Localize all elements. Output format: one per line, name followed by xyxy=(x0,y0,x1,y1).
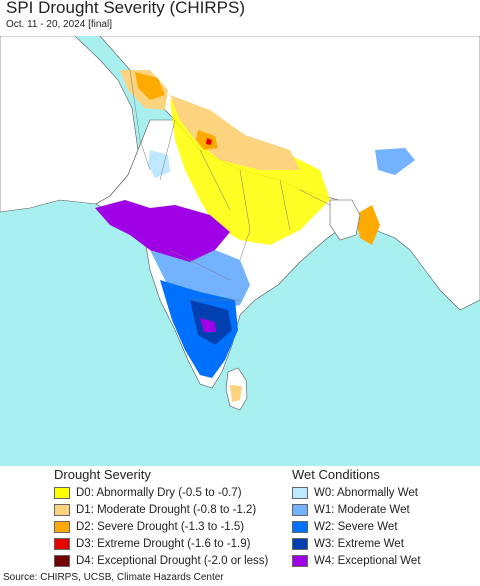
wet-w0-north xyxy=(148,150,170,178)
swatch-w0 xyxy=(292,487,308,499)
legend-label-w2: W2: Severe Wet xyxy=(314,521,398,533)
legend-label-w3: W3: Extreme Wet xyxy=(314,538,404,550)
wet-w1-central xyxy=(150,250,250,310)
swatch-d1 xyxy=(54,504,70,516)
legend-item-w4: W4: Exceptional Wet xyxy=(292,553,421,570)
swatch-d0 xyxy=(54,487,70,499)
legend-item-w1: W1: Moderate Wet xyxy=(292,502,421,519)
swatch-d4 xyxy=(54,555,70,567)
drought-d1-north xyxy=(170,95,300,170)
legend-drought: Drought Severity D0: Abnormally Dry (-0.… xyxy=(54,466,268,570)
legend-item-d0: D0: Abnormally Dry (-0.5 to -0.7) xyxy=(54,485,268,502)
legend-label-w0: W0: Abnormally Wet xyxy=(314,487,418,499)
legend-label-w1: W1: Moderate Wet xyxy=(314,504,410,516)
source-credit: Source: CHIRPS, UCSB, Climate Hazards Ce… xyxy=(3,572,224,583)
legend-wet-heading: Wet Conditions xyxy=(292,467,380,482)
drought-map xyxy=(0,0,480,466)
bangladesh xyxy=(329,199,361,241)
legend-label-d3: D3: Extreme Drought (-1.6 to -1.9) xyxy=(76,538,251,550)
legend-label-d2: D2: Severe Drought (-1.3 to -1.5) xyxy=(76,521,245,533)
legend: Drought Severity D0: Abnormally Dry (-0.… xyxy=(0,466,480,570)
map-subtitle: Oct. 11 - 20, 2024 [final] xyxy=(6,19,112,30)
wet-w4-south xyxy=(200,318,216,332)
legend-label-d1: D1: Moderate Drought (-0.8 to -1.2) xyxy=(76,504,257,516)
drought-d3-spot xyxy=(206,138,212,145)
wet-w1-northeast xyxy=(375,148,415,175)
legend-item-d4: D4: Exceptional Drought (-2.0 or less) xyxy=(54,553,268,570)
legend-label-w4: W4: Exceptional Wet xyxy=(314,555,421,567)
swatch-w3 xyxy=(292,538,308,550)
swatch-d3 xyxy=(54,538,70,550)
legend-item-w2: W2: Severe Wet xyxy=(292,519,421,536)
border-lines xyxy=(129,69,331,301)
wet-w4-gujarat xyxy=(95,200,230,262)
map-title: SPI Drought Severity (CHIRPS) xyxy=(6,0,246,17)
drought-d0-northeast xyxy=(355,205,380,245)
wet-w1-sri-lanka xyxy=(230,385,242,402)
drought-d2-kashmir xyxy=(135,72,165,100)
legend-item-d2: D2: Severe Drought (-1.3 to -1.5) xyxy=(54,519,268,536)
legend-item-w0: W0: Abnormally Wet xyxy=(292,485,421,502)
header: SPI Drought Severity (CHIRPS) Oct. 11 - … xyxy=(0,0,480,36)
swatch-w2 xyxy=(292,521,308,533)
legend-wet: Wet Conditions W0: Abnormally Wet W1: Mo… xyxy=(292,466,421,570)
legend-label-d4: D4: Exceptional Drought (-2.0 or less) xyxy=(76,555,269,567)
swatch-w1 xyxy=(292,504,308,516)
legend-drought-heading: Drought Severity xyxy=(54,467,151,482)
legend-label-d0: D0: Abnormally Dry (-0.5 to -0.7) xyxy=(76,487,242,499)
swatch-w4 xyxy=(292,555,308,567)
legend-item-d1: D1: Moderate Drought (-0.8 to -1.2) xyxy=(54,502,268,519)
swatch-d2 xyxy=(54,521,70,533)
legend-item-d3: D3: Extreme Drought (-1.6 to -1.9) xyxy=(54,536,268,553)
legend-item-w3: W3: Extreme Wet xyxy=(292,536,421,553)
